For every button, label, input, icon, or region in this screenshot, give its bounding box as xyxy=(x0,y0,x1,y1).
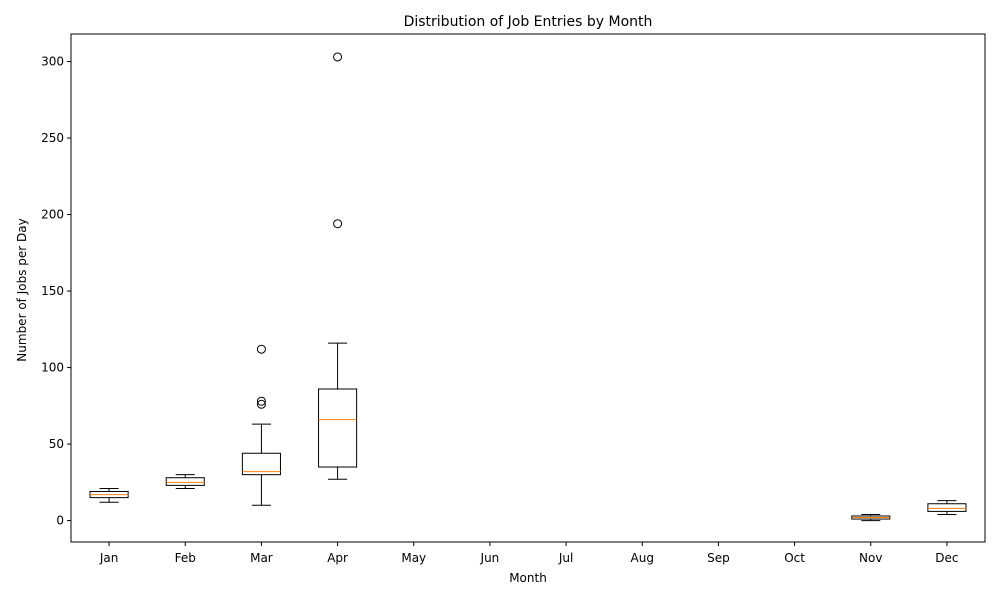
chart-title: Distribution of Job Entries by Month xyxy=(404,14,653,30)
y-tick-label: 100 xyxy=(41,361,64,375)
y-axis: 0 50 100 150 200 250 300 xyxy=(41,55,71,528)
box-iqr xyxy=(165,477,205,486)
x-tick-label: Apr xyxy=(327,551,348,565)
y-tick-label: 250 xyxy=(41,131,64,145)
x-tick-label: May xyxy=(401,551,426,565)
x-tick-label: Jun xyxy=(480,551,500,565)
box-series xyxy=(89,52,967,522)
x-tick-label: Mar xyxy=(250,551,273,565)
x-tick-label: Sep xyxy=(707,551,730,565)
y-tick-label: 50 xyxy=(49,437,64,451)
y-tick-label: 150 xyxy=(41,284,64,298)
y-axis-label: Number of Jobs per Day xyxy=(15,218,29,361)
outlier-point xyxy=(256,344,266,354)
outlier-point xyxy=(256,399,266,409)
plot-area-frame xyxy=(70,33,986,543)
x-tick-label: Feb xyxy=(175,551,196,565)
box-iqr xyxy=(318,388,358,468)
box-iqr xyxy=(241,452,281,476)
outlier-point xyxy=(256,396,266,406)
y-tick-label: 0 xyxy=(56,514,64,528)
outlier-point xyxy=(333,52,343,62)
y-tick-label: 300 xyxy=(41,55,64,69)
x-tick-label: Jul xyxy=(558,551,573,565)
x-tick-label: Dec xyxy=(935,551,958,565)
x-axis-label: Month xyxy=(509,571,547,585)
x-axis: Jan Feb Mar Apr May Jun Jul Aug Sep Oct Nov Dec xyxy=(99,542,959,565)
x-tick-label: Nov xyxy=(859,551,882,565)
x-tick-label: Aug xyxy=(631,551,654,565)
box-iqr xyxy=(927,503,967,512)
y-tick-label: 200 xyxy=(41,208,64,222)
outlier-point xyxy=(333,219,343,229)
x-tick-label: Jan xyxy=(99,551,119,565)
x-tick-label: Oct xyxy=(784,551,805,565)
